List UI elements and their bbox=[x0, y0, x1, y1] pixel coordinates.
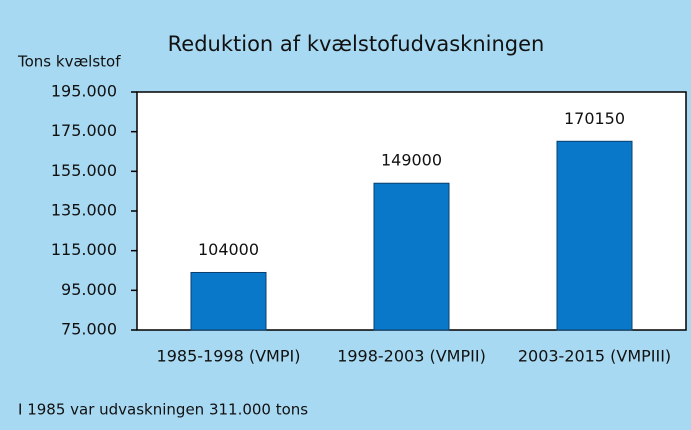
x-tick-label: 1985-1998 (VMPI) bbox=[157, 347, 301, 366]
y-tick-label: 75.000 bbox=[61, 320, 117, 339]
y-tick-label: 135.000 bbox=[51, 201, 117, 220]
data-label: 170150 bbox=[564, 109, 625, 128]
chart-title: Reduktion af kvælstofudvaskningen bbox=[168, 32, 545, 56]
y-tick-label: 195.000 bbox=[51, 82, 117, 101]
bar bbox=[190, 271, 267, 331]
y-tick-label: 95.000 bbox=[61, 280, 117, 299]
bar bbox=[556, 140, 633, 331]
bar bbox=[373, 182, 450, 331]
x-tick-label: 2003-2015 (VMPIII) bbox=[518, 347, 671, 366]
data-label: 149000 bbox=[381, 151, 442, 170]
y-axis-label: Tons kvælstof bbox=[17, 53, 121, 71]
y-tick-label: 115.000 bbox=[51, 240, 117, 259]
data-label: 104000 bbox=[198, 240, 259, 259]
x-tick-label: 1998-2003 (VMPII) bbox=[337, 347, 486, 366]
annotation: I 1985 var udvaskningen 311.000 tons bbox=[18, 401, 308, 419]
y-tick-label: 155.000 bbox=[51, 161, 117, 180]
y-tick-label: 175.000 bbox=[51, 121, 117, 140]
